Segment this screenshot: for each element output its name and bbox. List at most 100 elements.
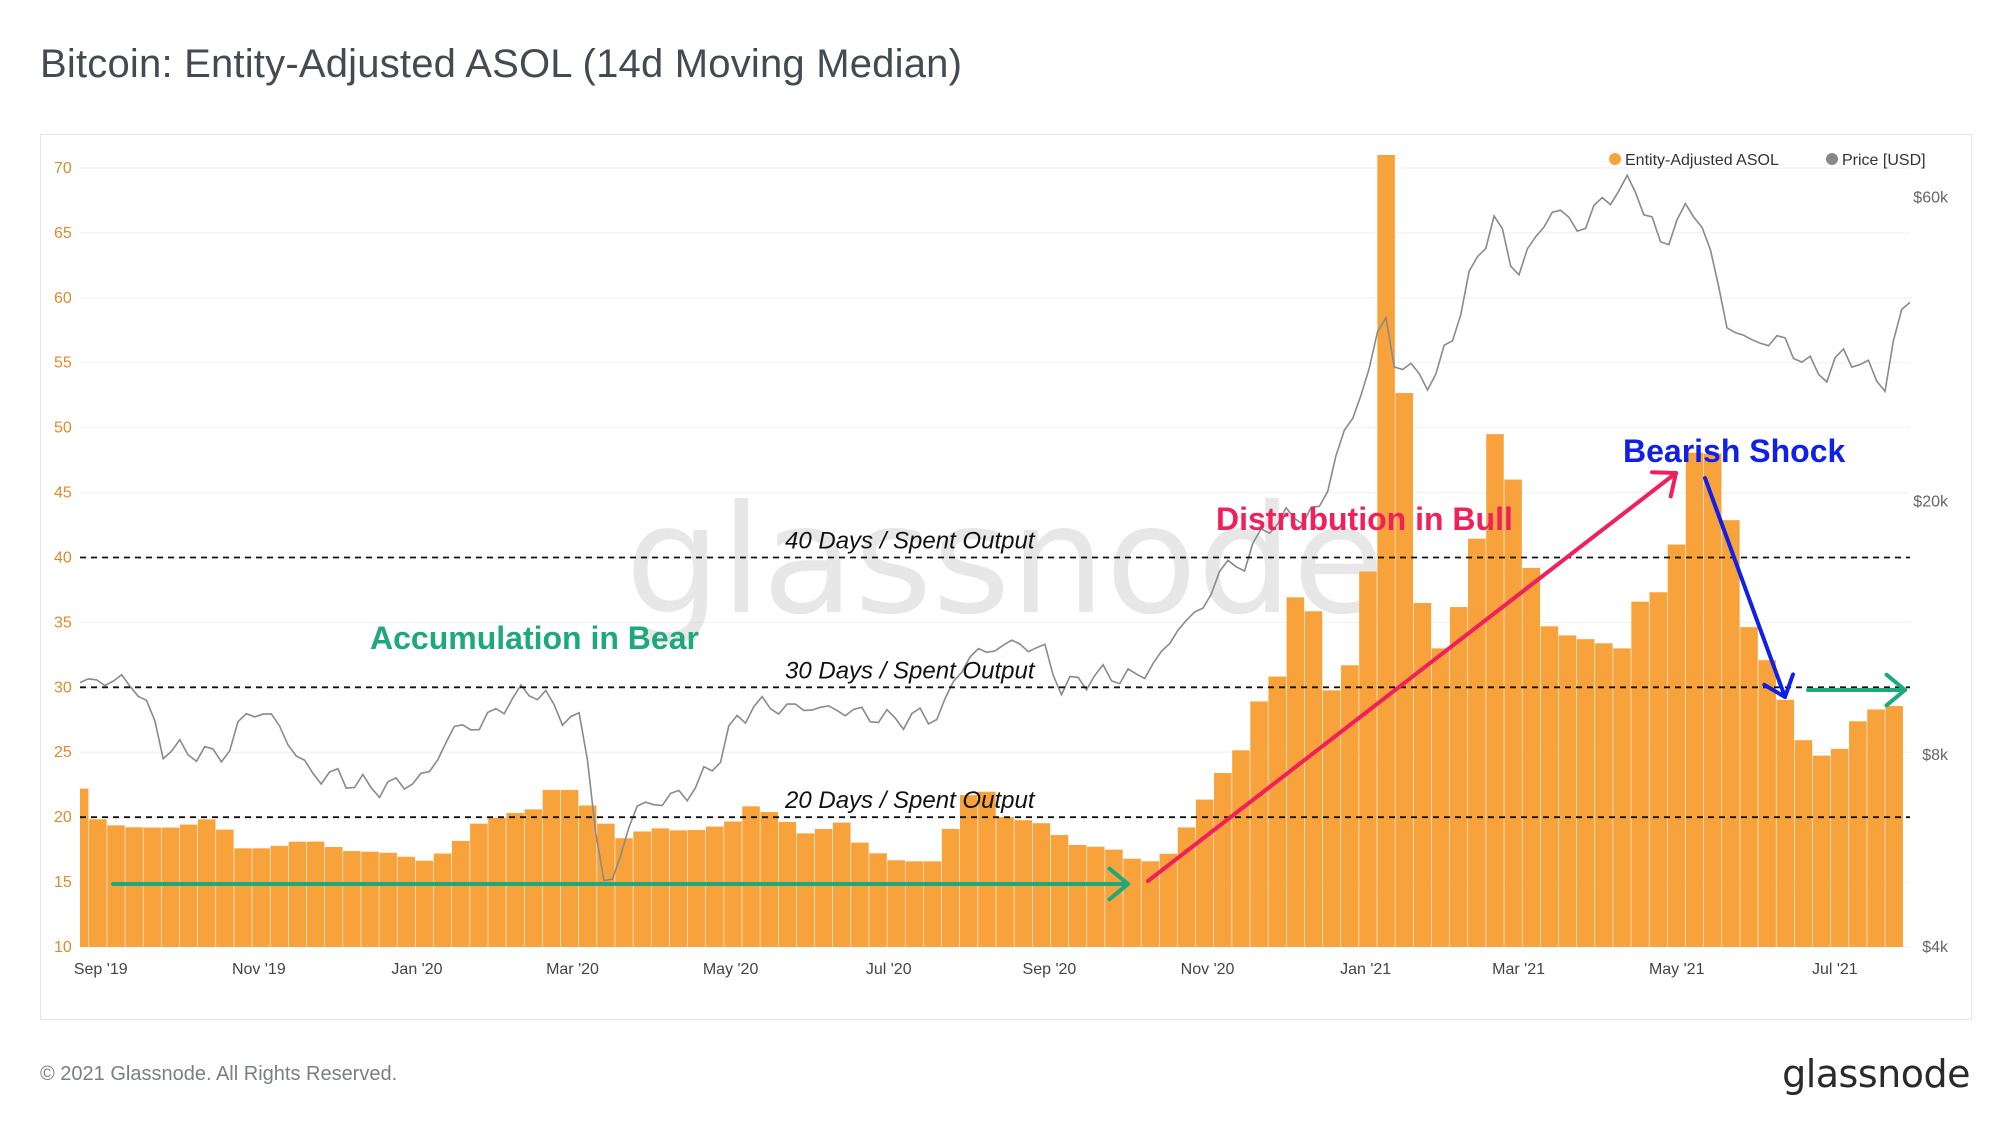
asol-bar — [669, 830, 688, 947]
x-tick: Jan '20 — [391, 961, 442, 978]
asol-bar — [1214, 773, 1232, 947]
asol-bar — [941, 828, 960, 947]
y-left-tick: 65 — [54, 225, 72, 242]
x-tick: May '21 — [1649, 961, 1705, 978]
asol-bar — [1558, 635, 1577, 947]
asol-bar — [451, 840, 470, 947]
asol-bar — [1123, 858, 1141, 947]
asol-bar — [306, 841, 325, 947]
asol-bar — [560, 789, 579, 947]
price-series — [80, 173, 1910, 882]
asol-bar — [1794, 740, 1813, 947]
bearish-arrow-head — [1762, 672, 1796, 699]
y-left-tick: 30 — [54, 679, 72, 696]
reference-line-label: 40 Days / Spent Output — [785, 527, 1036, 554]
legend-asol-dot — [1609, 153, 1621, 165]
asol-bar — [1359, 571, 1377, 947]
asol-bar — [288, 841, 307, 947]
asol-bar — [234, 848, 252, 947]
asol-bar — [742, 806, 760, 947]
asol-bar — [1885, 706, 1903, 947]
y-right-tick: $8k — [1922, 747, 1949, 764]
y-left-tick: 15 — [54, 874, 72, 891]
y-left-tick: 55 — [54, 355, 72, 372]
asol-bar — [1268, 676, 1287, 947]
y-left-tick: 20 — [54, 809, 72, 826]
accumulation-label: Accumulation in Bear — [370, 620, 699, 656]
x-tick: Sep '19 — [74, 961, 128, 978]
asol-bar — [161, 827, 180, 947]
reference-lines: 40 Days / Spent Output 30 Days / Spent Ou… — [80, 527, 1910, 819]
y-left-tick: 40 — [54, 549, 72, 566]
y-left-tick: 45 — [54, 485, 72, 502]
x-tick: Jul '21 — [1812, 961, 1858, 978]
asol-bar — [361, 851, 379, 947]
x-tick: Sep '20 — [1023, 961, 1077, 978]
asol-bar — [1776, 699, 1795, 947]
asol-bar — [1395, 393, 1414, 947]
legend-asol: Entity-Adjusted ASOL — [1625, 152, 1779, 169]
asol-bar — [270, 845, 289, 947]
reference-line-label: 30 Days / Spent Output — [785, 657, 1036, 684]
asol-bar — [125, 827, 143, 947]
y-left-tick: 10 — [54, 939, 72, 956]
y-left-tick: 25 — [54, 744, 72, 761]
asol-bar — [1540, 626, 1559, 947]
asol-bar — [524, 809, 543, 947]
asol-bar — [1250, 701, 1268, 947]
asol-bar — [1613, 648, 1631, 947]
asol-bar — [1468, 538, 1486, 947]
y-left-tick: 70 — [54, 160, 72, 177]
asol-bar — [1159, 853, 1178, 947]
asol-bar — [89, 819, 107, 947]
asol-bar — [615, 838, 633, 947]
asol-bar — [1413, 602, 1432, 947]
asol-bar — [143, 827, 162, 947]
asol-bar — [633, 831, 651, 947]
asol-bar — [415, 860, 434, 947]
asol-bar — [1649, 592, 1668, 947]
asol-bar — [216, 829, 234, 947]
asol-bar — [1830, 748, 1849, 947]
asol-bar — [687, 829, 706, 947]
asol-bar — [578, 805, 597, 947]
asol-bar — [1431, 648, 1450, 947]
asol-bar — [1849, 721, 1867, 947]
y-right-tick: $60k — [1913, 190, 1949, 207]
asol-bar — [1232, 750, 1250, 947]
asol-bar — [1667, 544, 1686, 947]
asol-bar — [1631, 601, 1649, 947]
asol-bar — [1685, 452, 1704, 947]
y-right-tick: $20k — [1913, 494, 1949, 511]
asol-bar — [1722, 520, 1740, 947]
y-axis-right: $4k $8k $20k $60k — [1913, 190, 1949, 956]
asol-bar — [1703, 453, 1722, 947]
asol-bar — [252, 848, 270, 947]
asol-bar — [1740, 627, 1758, 947]
asol-bars — [80, 155, 1903, 947]
asol-bar — [1304, 611, 1323, 947]
asol-bar — [506, 813, 524, 947]
asol-bar — [1068, 844, 1087, 947]
legend[interactable]: Entity-Adjusted ASOL Price [USD] — [1609, 152, 1926, 169]
x-tick: May '20 — [703, 961, 759, 978]
accumulation-arrow-head — [1107, 866, 1130, 902]
asol-bar — [1758, 660, 1776, 947]
asol-bar — [905, 861, 924, 947]
distribution-arrow-head — [1650, 470, 1678, 499]
asol-bar — [1377, 155, 1395, 947]
asol-bar — [851, 842, 869, 947]
x-axis: Sep '19 Nov '19 Jan '20 Mar '20 May '20 Jul '… — [74, 961, 1858, 978]
asol-bar — [1812, 755, 1831, 947]
asol-bar — [705, 826, 724, 947]
asol-bar — [80, 788, 89, 947]
asol-bar — [1522, 567, 1541, 947]
legend-price-dot — [1826, 153, 1838, 165]
asol-bar — [1286, 597, 1305, 947]
distribution-arrow — [1146, 471, 1678, 883]
asol-bar — [1050, 834, 1069, 947]
asol-bar — [651, 828, 670, 947]
asol-bar — [379, 852, 397, 947]
glassnode-logo: glassnode — [1782, 1052, 1970, 1096]
